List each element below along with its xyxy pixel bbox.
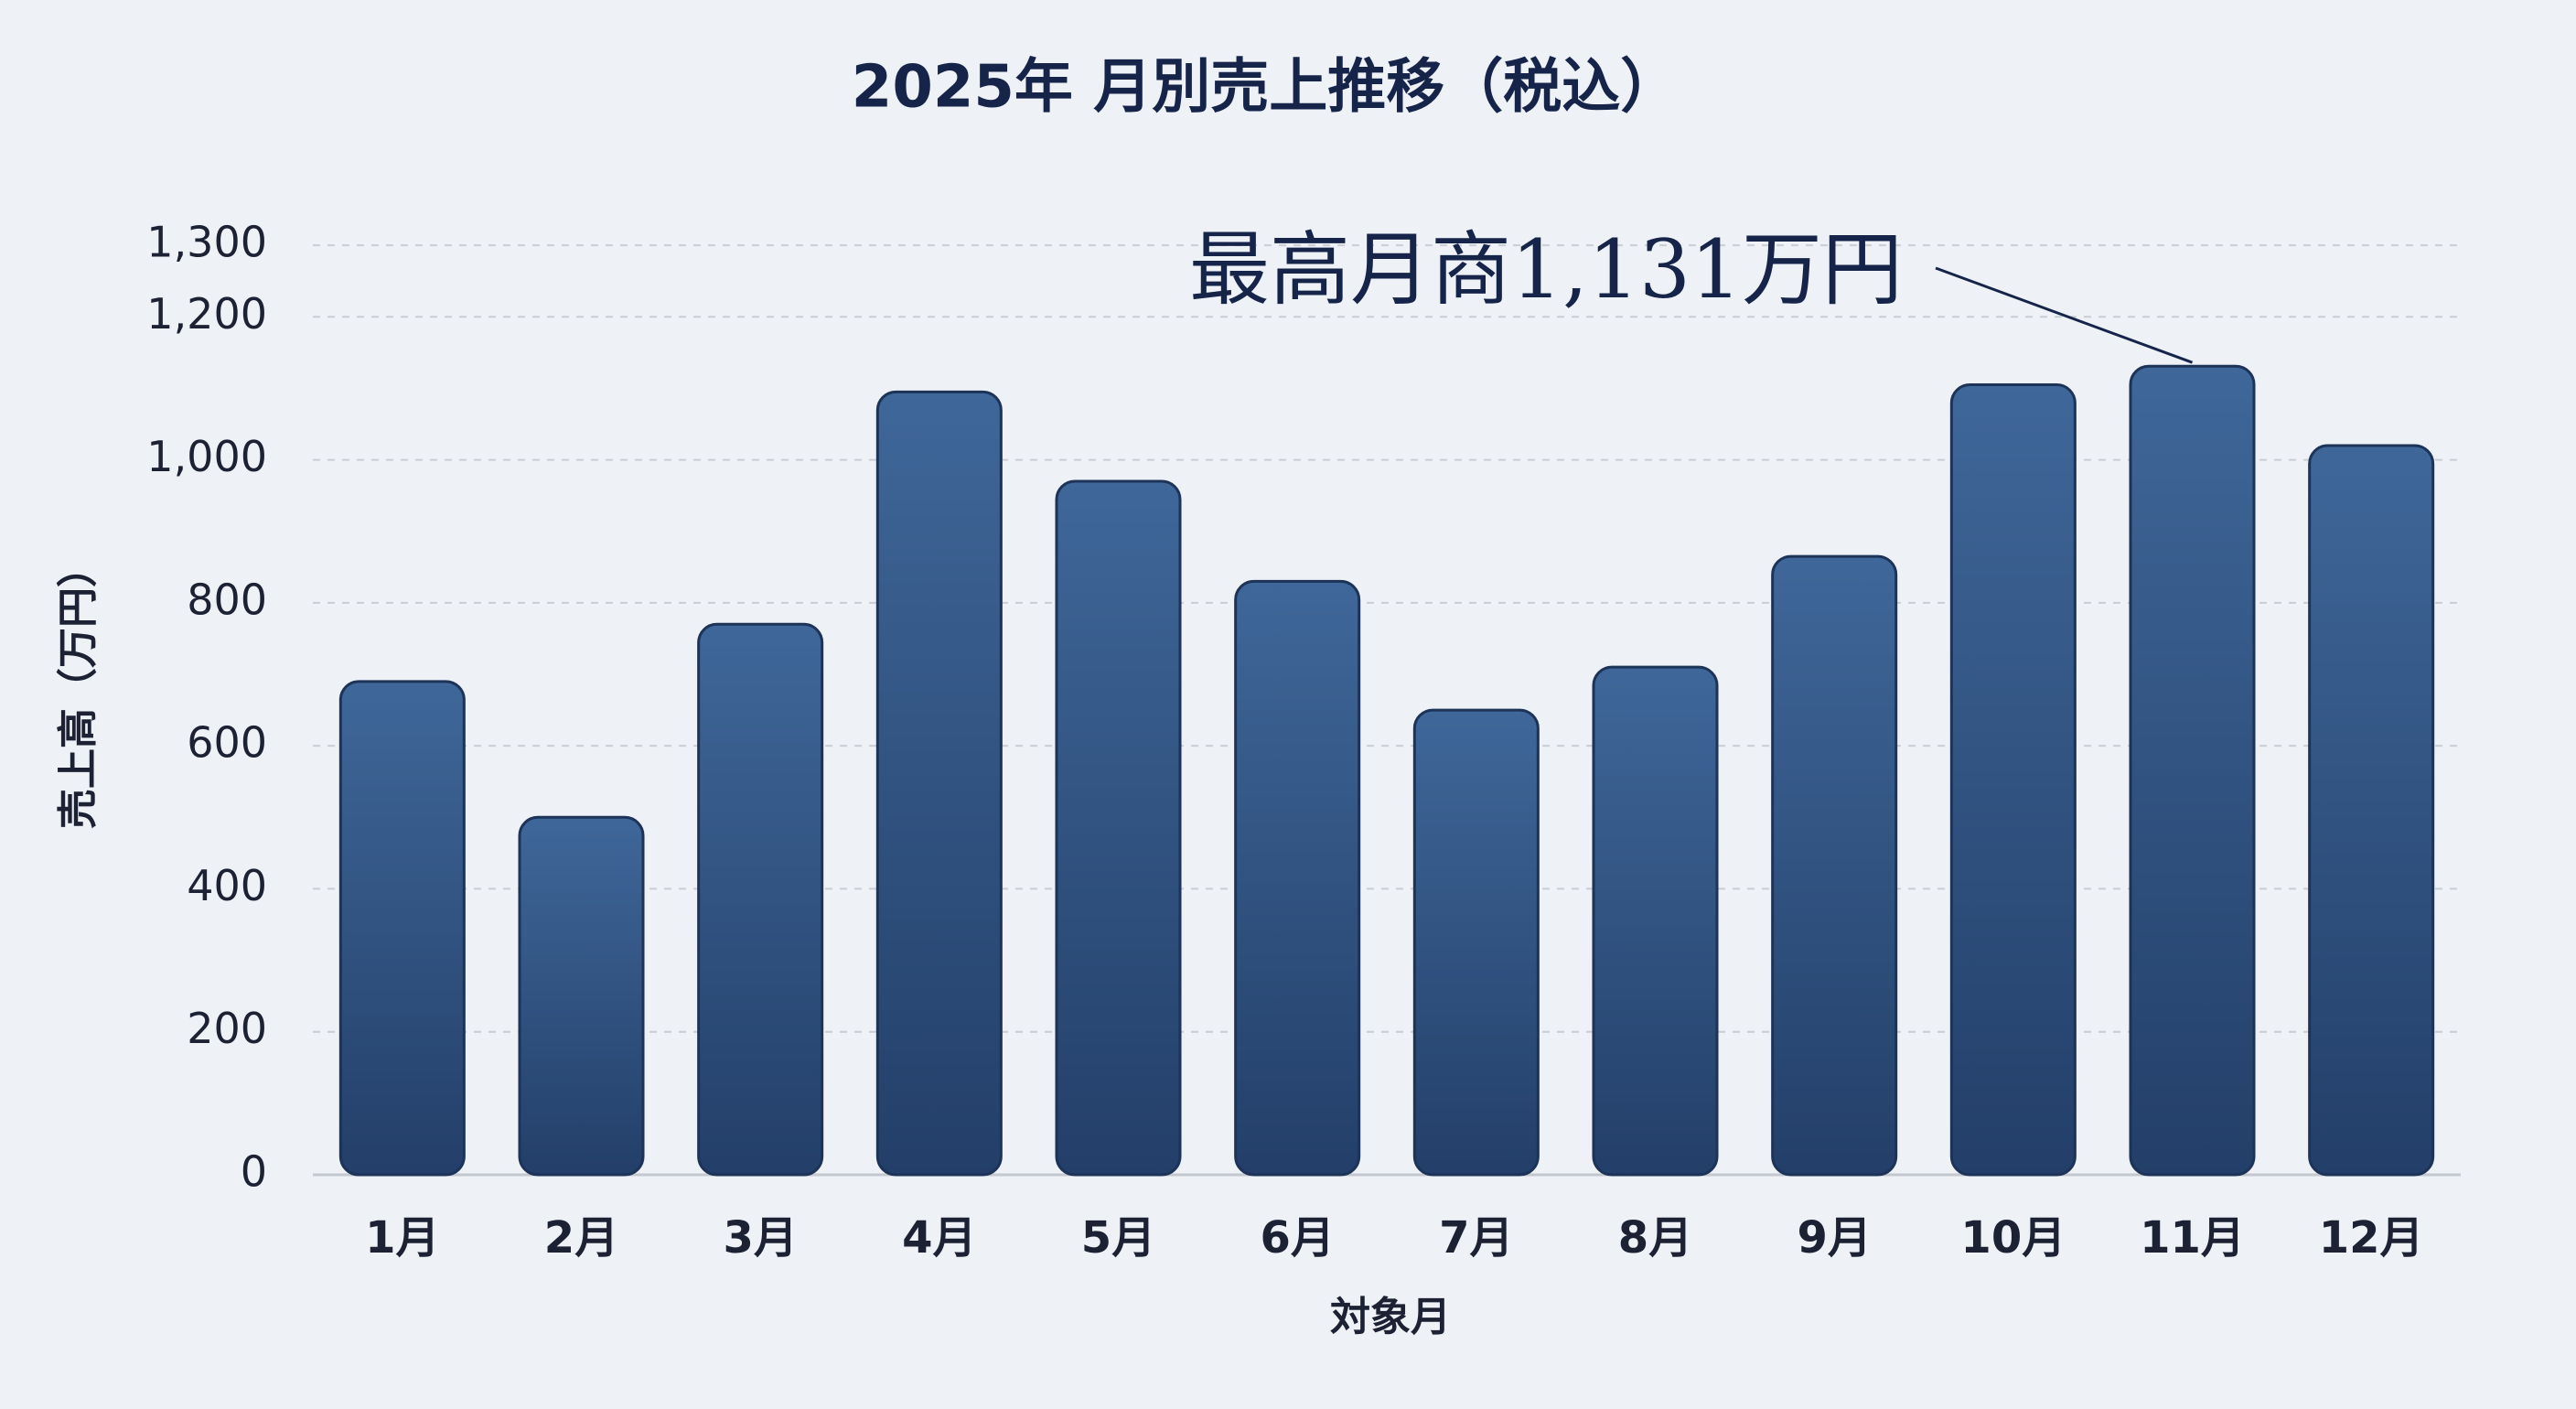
x-tick-label: 5月 xyxy=(1081,1212,1155,1264)
annotation-leader xyxy=(1935,266,2194,364)
bar xyxy=(338,680,466,1177)
y-tick-label: 200 xyxy=(187,1004,267,1053)
x-tick-label: 10月 xyxy=(1960,1212,2066,1264)
bar xyxy=(1592,665,1719,1177)
y-tick-label: 0 xyxy=(241,1147,267,1197)
x-axis-label: 対象月 xyxy=(1330,1294,1451,1340)
bar xyxy=(1234,579,1361,1177)
bar xyxy=(2129,364,2256,1177)
y-tick-label: 800 xyxy=(187,575,267,624)
chart-title: 2025年 月別売上推移（税込） xyxy=(852,54,1679,122)
y-tick-label: 1,000 xyxy=(146,432,267,481)
bar xyxy=(1412,708,1540,1177)
x-tick-label: 6月 xyxy=(1260,1212,1334,1264)
x-tick-label: 7月 xyxy=(1439,1212,1513,1264)
bar xyxy=(518,815,645,1177)
plot-area: 0 200 400 600 800 1,000 1,200 1,300 1月 2月 3月 4月 5月 6月… xyxy=(146,218,2461,1264)
y-tick-label: 600 xyxy=(187,718,267,768)
bar xyxy=(2308,444,2435,1177)
x-tick-label: 3月 xyxy=(723,1212,797,1264)
x-tick-label: 1月 xyxy=(365,1212,439,1264)
x-tick-label: 9月 xyxy=(1797,1212,1871,1264)
x-tick-label: 11月 xyxy=(2140,1212,2245,1264)
bar xyxy=(1949,383,2077,1177)
bar xyxy=(1771,554,1898,1177)
annotation: 最高月商1,131万円 xyxy=(1189,222,1903,317)
bar xyxy=(697,622,824,1177)
y-axis-label: 売上高（万円） xyxy=(55,547,102,829)
y-tick-label: 1,300 xyxy=(146,218,267,267)
y-tick-label: 400 xyxy=(187,861,267,910)
bar xyxy=(875,390,1003,1177)
bar xyxy=(1055,479,1182,1177)
y-tick-label: 1,200 xyxy=(146,289,267,339)
x-tick-label: 4月 xyxy=(902,1212,976,1264)
x-tick-label: 8月 xyxy=(1618,1212,1692,1264)
x-tick-label: 12月 xyxy=(2319,1212,2424,1264)
x-tick-label: 2月 xyxy=(544,1212,618,1264)
